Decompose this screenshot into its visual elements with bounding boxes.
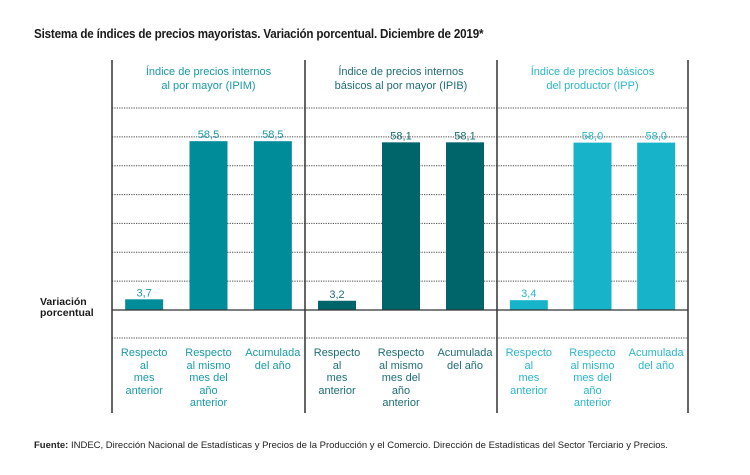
category-label: Respecto al mismo mes del año anterior — [369, 347, 433, 410]
bar — [125, 299, 164, 310]
category-label-line: Acumulada — [437, 347, 493, 359]
category-label-line: al — [139, 359, 149, 372]
category-label-line: mes del — [381, 372, 421, 384]
y-axis-label-line-2: porcentual — [40, 307, 94, 319]
category-label: Acumulada del año — [433, 347, 497, 372]
panel-title-line: Índice de precios internos — [338, 66, 464, 78]
panel-title: Índice de precios internos al por mayor (… — [114, 65, 304, 93]
category-label-line: Respecto — [120, 347, 168, 359]
bar — [382, 142, 420, 310]
category-label-line: anterior — [318, 384, 356, 397]
category-label: Acumulada del año — [624, 347, 688, 372]
bar — [509, 300, 548, 310]
category-label-line: Respecto — [377, 347, 425, 359]
source-text: INDEC, Dirección Nacional de Estadística… — [68, 440, 668, 451]
category-label-line: Respecto — [505, 347, 553, 359]
category-label: Respecto al mes anterior — [112, 347, 176, 397]
category-label-line: mes — [518, 372, 540, 384]
category-label-line: mes del — [573, 372, 612, 384]
category-label-line: anterior — [573, 397, 612, 409]
bar — [189, 141, 228, 310]
panel-title: Índice de precios internos básicos al por… — [306, 65, 496, 93]
bar-value-label: 58,1 — [390, 130, 411, 142]
category-label-line: del año — [254, 359, 291, 372]
bar-value-label: 58,0 — [582, 131, 603, 143]
panel-title: Índice de precios básicos del productor (… — [498, 65, 688, 93]
panel-title-line: del productor (IPP) — [546, 80, 639, 92]
category-label: Respecto al mismo mes del año anterior — [177, 347, 241, 410]
category-label-line: al — [332, 359, 342, 372]
category-label: Respecto al mes anterior — [497, 347, 561, 397]
category-label-line: anterior — [510, 384, 548, 397]
y-axis-label: Variación porcentual — [40, 297, 94, 319]
bar-value-label: 58,5 — [262, 129, 283, 141]
category-label-line: Acumulada — [245, 347, 301, 359]
bar-value-label: 58,5 — [198, 129, 219, 141]
category-label-line: Respecto — [569, 347, 616, 359]
category-label-line: Respecto — [313, 347, 361, 359]
bar — [573, 142, 612, 310]
category-label-line: mes del — [189, 372, 228, 384]
category-label-line: anterior — [125, 384, 163, 397]
bar — [637, 142, 676, 310]
category-label-line: mes — [326, 372, 348, 384]
bar — [446, 142, 484, 310]
bar-value-label: 3,4 — [521, 288, 536, 300]
category-label-line: anterior — [189, 397, 228, 409]
bar-value-label: 58,1 — [454, 130, 475, 142]
category-label-line: Acumulada — [628, 347, 684, 359]
bar-value-label: 58,0 — [645, 131, 666, 143]
category-label-line: al mismo — [378, 359, 423, 372]
bar — [318, 300, 356, 310]
category-label-line: al mismo — [186, 359, 231, 372]
category-label-line: del año — [638, 359, 675, 372]
y-axis-label-line-1: Variación — [40, 296, 87, 308]
category-label-line: año — [391, 384, 411, 397]
category-label-line: año — [583, 384, 602, 397]
source-footer: Fuente: INDEC, Dirección Nacional de Est… — [34, 440, 734, 451]
category-label-line: Respecto — [185, 347, 232, 359]
panel-title-line: al por mayor (IPIM) — [161, 80, 256, 92]
category-label-line: anterior — [382, 397, 420, 409]
panel-title-line: básicos al por mayor (IPIB) — [334, 80, 468, 92]
category-label-line: al mismo — [570, 359, 615, 372]
category-label: Respecto al mes anterior — [305, 347, 369, 397]
category-label: Respecto al mismo mes del año anterior — [561, 347, 625, 410]
panel-title-line: Índice de precios básicos — [530, 66, 655, 78]
chart-title: Sistema de índices de precios mayoristas… — [34, 27, 484, 41]
category-label-line: del año — [446, 359, 484, 372]
bar-value-label: 3,2 — [329, 289, 344, 301]
category-label-line: al — [524, 359, 534, 372]
category-label-line: año — [199, 384, 218, 397]
bar-value-label: 3,7 — [137, 287, 152, 299]
category-label: Acumulada del año — [241, 347, 305, 372]
source-label: Fuente: — [34, 440, 69, 451]
category-label-line: mes — [133, 372, 155, 384]
bar — [253, 141, 292, 310]
panel-title-line: Índice de precios internos — [145, 66, 272, 78]
